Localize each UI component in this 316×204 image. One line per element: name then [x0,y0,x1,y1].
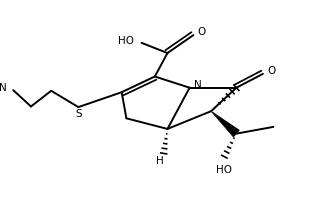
Text: HO: HO [216,165,232,175]
Text: H$_2$N: H$_2$N [0,81,7,95]
Text: O: O [197,27,205,37]
Text: H: H [156,156,164,166]
Text: N: N [194,80,202,90]
Text: S: S [75,109,82,119]
Text: HO: HO [118,36,134,46]
Text: O: O [268,66,276,76]
Polygon shape [211,111,239,137]
